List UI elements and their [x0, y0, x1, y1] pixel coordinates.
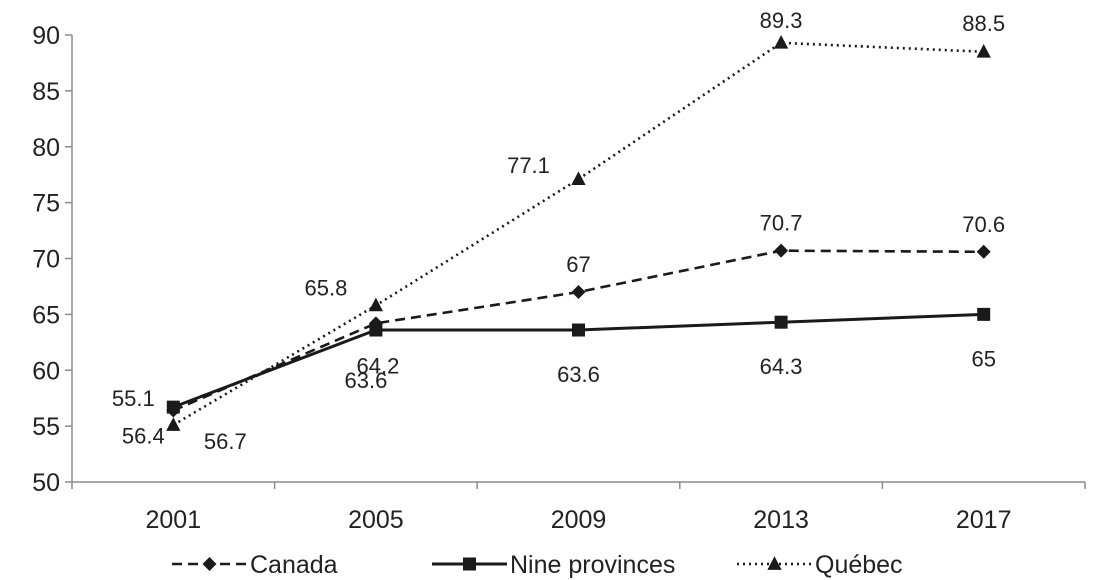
legend: Canada Nine provinces Québec: [172, 551, 903, 579]
data-label-canada: 70.7: [760, 211, 803, 236]
y-tick-label: 50: [32, 469, 60, 497]
point-qu-bec-2001: [166, 417, 181, 431]
point-qu-bec-2009: [571, 171, 586, 186]
legend-label-canada: Canada: [250, 551, 338, 579]
point-qu-bec-2017: [976, 43, 991, 58]
legend-marker-qu-bec: [767, 556, 782, 570]
legend-marker-nine-provinces: [463, 557, 476, 571]
data-label-canada: 70.6: [962, 212, 1005, 237]
data-labels: 56.4 64.2 67 70.7 70.6 56.7 63.6 63.6 64.3 65 55.1…: [112, 8, 1005, 454]
x-tick-label: 2001: [145, 506, 201, 534]
y-tick-label: 75: [32, 190, 60, 218]
data-label-nine-provinces: 64.3: [760, 354, 803, 379]
data-label-nine-provinces: 65: [971, 346, 995, 371]
point-qu-bec-2005: [368, 297, 384, 312]
series-line-qu-bec: [172, 41, 984, 427]
y-tick-label: 55: [32, 413, 60, 441]
data-label-nine-provinces: 63.6: [557, 362, 600, 387]
legend-label-qu-bec: Québec: [815, 551, 903, 579]
data-label-qu-bec: 77.1: [507, 153, 550, 178]
point-nine-provinces-2009: [572, 323, 585, 337]
data-label-canada: 64.2: [356, 353, 399, 378]
x-tick-label: 2013: [753, 506, 809, 534]
series-layer: [166, 35, 991, 431]
y-tick-label: 80: [32, 134, 60, 162]
point-nine-provinces-2013: [774, 315, 788, 329]
legend-label-nine-provinces: Nine provinces: [510, 551, 675, 579]
data-label-canada: 67: [566, 252, 590, 277]
point-nine-provinces-2017: [977, 307, 991, 321]
y-tick-label: 65: [32, 301, 60, 329]
data-label-canada: 56.4: [122, 423, 165, 448]
point-canada-2013: [774, 243, 789, 258]
legend-marker-canada: [202, 557, 217, 571]
point-canada-2009: [571, 285, 586, 300]
x-tick-label: 2005: [348, 506, 404, 534]
point-nine-provinces-2005: [369, 323, 383, 337]
data-label-nine-provinces: 63.6: [344, 368, 387, 393]
axes: 50 55 60 65 70 75 80 85 90 2001 2005 2009 2013 2017: [32, 22, 1086, 534]
data-label-qu-bec: 89.3: [760, 8, 803, 33]
data-label-qu-bec: 65.8: [304, 275, 347, 300]
y-tick-label: 60: [32, 357, 60, 385]
data-label-qu-bec: 88.5: [962, 11, 1005, 36]
y-tick-label: 85: [32, 78, 60, 106]
x-tick-label: 2017: [956, 506, 1012, 534]
y-tick-label: 70: [32, 246, 60, 274]
point-canada-2017: [976, 244, 991, 259]
data-label-nine-provinces: 56.7: [204, 429, 247, 454]
data-label-qu-bec: 55.1: [112, 386, 155, 411]
point-qu-bec-2013: [773, 35, 789, 49]
y-tick-label: 90: [32, 22, 60, 50]
point-nine-provinces-2001: [166, 400, 180, 414]
x-tick-label: 2009: [551, 506, 607, 534]
